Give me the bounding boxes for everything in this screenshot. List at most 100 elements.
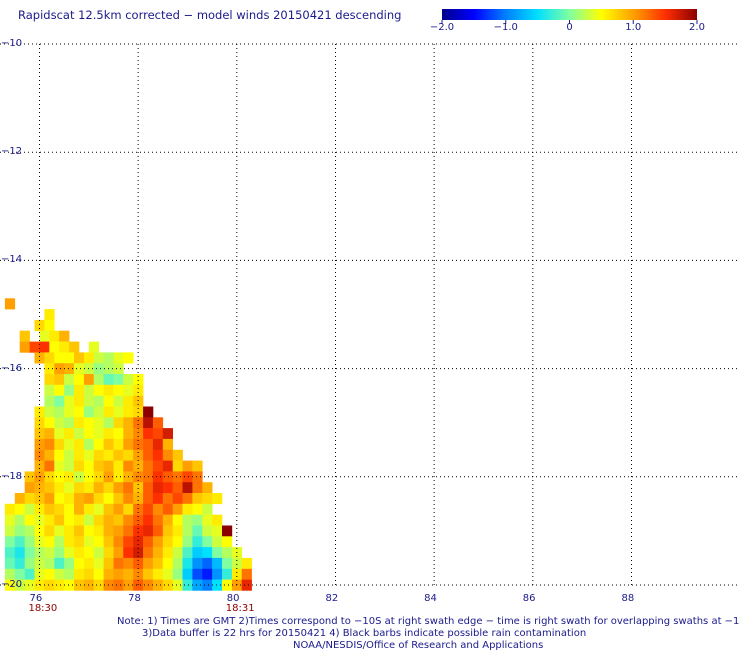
heatmap-cell xyxy=(113,384,124,396)
heatmap-cell xyxy=(113,460,124,472)
heatmap-cell xyxy=(103,503,114,515)
heatmap-cell xyxy=(143,406,154,418)
heatmap-cell xyxy=(93,438,104,450)
heatmap-cell xyxy=(123,406,134,418)
heatmap-cell xyxy=(44,319,55,331)
heatmap-cell xyxy=(44,395,55,407)
heatmap-cell xyxy=(113,514,124,526)
heatmap-cell xyxy=(143,493,154,505)
heatmap-cell xyxy=(123,557,134,569)
heatmap-cell xyxy=(34,449,45,461)
heatmap-cell xyxy=(162,471,173,483)
heatmap-cell xyxy=(44,579,55,591)
heatmap-cell xyxy=(152,417,164,429)
colorbar-label: 0 xyxy=(566,22,573,33)
heatmap-cell xyxy=(4,503,16,515)
heatmap-cell xyxy=(113,482,124,494)
x-tick-label: 88 xyxy=(621,593,635,604)
heatmap-cell xyxy=(64,460,75,472)
heatmap-cell xyxy=(14,579,25,591)
heatmap-cell xyxy=(133,525,144,537)
heatmap-cell xyxy=(74,438,85,450)
heatmap-cell xyxy=(34,536,45,548)
heatmap-cell xyxy=(4,568,16,580)
heatmap-cell xyxy=(64,493,75,505)
heatmap-cell xyxy=(212,493,223,505)
heatmap-cell xyxy=(202,482,213,494)
heatmap-cell xyxy=(83,395,95,407)
heatmap-cell xyxy=(162,449,173,461)
heatmap-cell xyxy=(54,525,65,537)
heatmap-cell xyxy=(24,547,35,559)
heatmap-cell xyxy=(93,406,104,418)
note-line-1: Note: 1) Times are GMT 2)Times correspon… xyxy=(117,616,740,627)
heatmap-cell xyxy=(192,493,203,505)
heatmap-cell xyxy=(74,363,85,375)
heatmap-cell xyxy=(113,395,124,407)
heatmap-cell xyxy=(143,536,154,548)
heatmap-cell xyxy=(143,460,154,472)
heatmap-cell xyxy=(44,493,55,505)
heatmap-cell xyxy=(133,374,144,386)
heatmap-cell xyxy=(44,449,55,461)
heatmap-cell xyxy=(54,460,65,472)
heatmap-cell xyxy=(74,406,85,418)
heatmap-cell xyxy=(14,503,25,515)
heatmap-cell xyxy=(14,525,25,537)
heatmap-cell xyxy=(113,406,124,418)
heatmap-cell xyxy=(64,503,75,515)
heatmap-cell xyxy=(172,579,183,591)
heatmap-cell xyxy=(83,417,95,429)
heatmap-cell xyxy=(64,547,75,559)
heatmap-cell xyxy=(241,579,252,591)
heatmap-cell xyxy=(133,503,144,515)
heatmap-cell xyxy=(113,547,124,559)
heatmap-cell xyxy=(54,536,65,548)
heatmap-cell xyxy=(54,482,65,494)
heatmap-cell xyxy=(123,536,134,548)
heatmap-cell xyxy=(44,417,55,429)
heatmap-cell xyxy=(24,525,35,537)
heatmap-cell xyxy=(182,568,193,580)
heatmap-cell xyxy=(54,417,65,429)
heatmap-cell xyxy=(44,309,55,321)
heatmap-cell xyxy=(133,579,144,591)
heatmap-cell xyxy=(83,557,95,569)
heatmap-cell xyxy=(143,514,154,526)
heatmap-cell xyxy=(74,557,85,569)
heatmap-cell xyxy=(93,352,104,364)
heatmap-cell xyxy=(103,417,114,429)
heatmap-cell xyxy=(222,557,233,569)
heatmap-cell xyxy=(133,460,144,472)
heatmap-cell xyxy=(83,547,95,559)
heatmap-cell xyxy=(182,547,193,559)
heatmap-cell xyxy=(162,428,173,440)
heatmap-cell xyxy=(64,525,75,537)
heatmap-cell xyxy=(44,471,55,483)
heatmap-cell xyxy=(44,525,55,537)
heatmap-cell xyxy=(74,579,85,591)
heatmap-cell xyxy=(93,547,104,559)
heatmap-cell xyxy=(74,547,85,559)
heatmap-cell xyxy=(123,374,134,386)
heatmap-cell xyxy=(241,557,252,569)
heatmap-cell xyxy=(162,557,173,569)
heatmap-cell xyxy=(172,460,183,472)
heatmap-cell xyxy=(103,460,114,472)
heatmap-cell xyxy=(113,363,124,375)
heatmap-cell xyxy=(74,449,85,461)
heatmap-cell xyxy=(64,471,75,483)
heatmap-cell xyxy=(162,460,173,472)
heatmap-cell xyxy=(123,493,134,505)
heatmap-cell xyxy=(34,579,45,591)
heatmap-cell xyxy=(44,514,55,526)
heatmap-cell xyxy=(64,395,75,407)
heatmap-cell xyxy=(123,503,134,515)
heatmap-cell xyxy=(54,374,65,386)
heatmap-cell xyxy=(143,449,154,461)
heatmap-cell xyxy=(162,493,173,505)
heatmap-cell xyxy=(152,493,164,505)
heatmap-cell xyxy=(74,493,85,505)
heatmap-cell xyxy=(222,568,233,580)
